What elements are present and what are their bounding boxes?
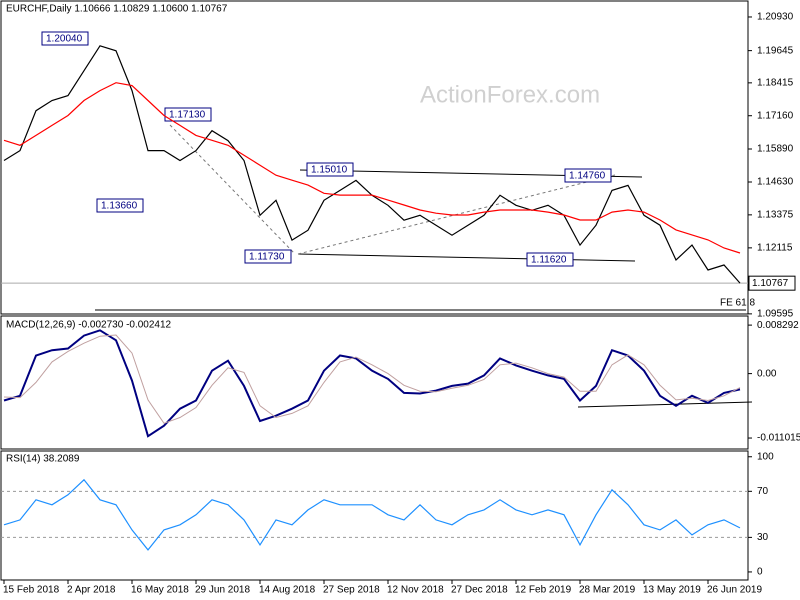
series-line	[3, 334, 741, 424]
y-tick-label: 1.17160	[757, 110, 794, 121]
price-panel	[0, 0, 749, 315]
y-tick-label: 1.12115	[757, 243, 793, 254]
y-tick-label: 1.09595	[757, 309, 794, 320]
macd-panel	[0, 315, 749, 450]
price-label-box	[244, 249, 292, 264]
price-title: EURCHF,Daily 1.10666 1.10829 1.10600 1.1…	[6, 4, 228, 15]
y-tick-label: 0	[757, 567, 763, 578]
price-label: 1.13660	[101, 201, 138, 212]
last-price-label: 1.10767	[752, 278, 789, 289]
x-tick-label: 29 Jun 2018	[195, 585, 250, 596]
rsi-panel	[0, 450, 749, 581]
y-tick-label: -0.011015	[757, 433, 800, 444]
price-label-box	[96, 198, 144, 213]
price-label: 1.17130	[169, 110, 206, 121]
x-tick-label: 27 Dec 2018	[451, 585, 508, 596]
series-line	[3, 329, 741, 438]
price-label: 1.11620	[531, 255, 567, 266]
price-label-box	[526, 252, 574, 267]
price-label: 1.15010	[311, 165, 348, 176]
series-line	[3, 82, 741, 254]
x-tick-label: 16 May 2018	[131, 585, 189, 596]
x-tick-label: 2 Apr 2018	[67, 585, 116, 596]
price-label: 1.11730	[249, 252, 285, 263]
y-tick-label: 70	[757, 486, 769, 497]
y-tick-label: 1.13375	[757, 210, 794, 221]
x-tick-label: 13 May 2019	[643, 585, 701, 596]
trendline	[297, 253, 636, 262]
y-tick-label: 1.19645	[757, 45, 794, 56]
price-label-box	[306, 162, 354, 177]
x-tick-label: 12 Feb 2019	[515, 585, 572, 596]
rsi-title: RSI(14) 38.2089	[6, 454, 80, 465]
series-line	[3, 478, 741, 551]
watermark: ActionForex.com	[420, 81, 600, 108]
price-label-box	[164, 107, 212, 122]
y-tick-label: 100	[757, 451, 774, 462]
y-tick-label: 1.20930	[757, 12, 794, 23]
x-tick-label: 26 Jun 2019	[707, 585, 762, 596]
trendline	[577, 401, 753, 408]
price-label: 1.14760	[569, 171, 606, 182]
y-tick-label: 1.18415	[757, 77, 794, 88]
y-tick-label: 1.15890	[757, 144, 794, 155]
x-tick-label: 14 Aug 2018	[259, 585, 316, 596]
macd-title: MACD(12,26,9) -0.002730 -0.002412	[6, 320, 172, 331]
price-label-box	[41, 31, 89, 46]
price-label: 1.20040	[46, 34, 83, 45]
y-tick-label: 0.008292	[757, 320, 799, 331]
y-tick-label: 30	[757, 532, 769, 543]
x-tick-label: 28 Mar 2019	[579, 585, 636, 596]
y-tick-label: 1.14630	[757, 177, 794, 188]
last-price-box	[748, 275, 796, 291]
y-tick-label: 0.00	[757, 368, 777, 379]
x-tick-label: 27 Sep 2018	[323, 585, 380, 596]
x-tick-label: 15 Feb 2018	[3, 585, 60, 596]
price-label-box	[564, 168, 612, 183]
x-tick-label: 12 Nov 2018	[387, 585, 444, 596]
fibo-label: FE 61.8	[720, 298, 755, 309]
